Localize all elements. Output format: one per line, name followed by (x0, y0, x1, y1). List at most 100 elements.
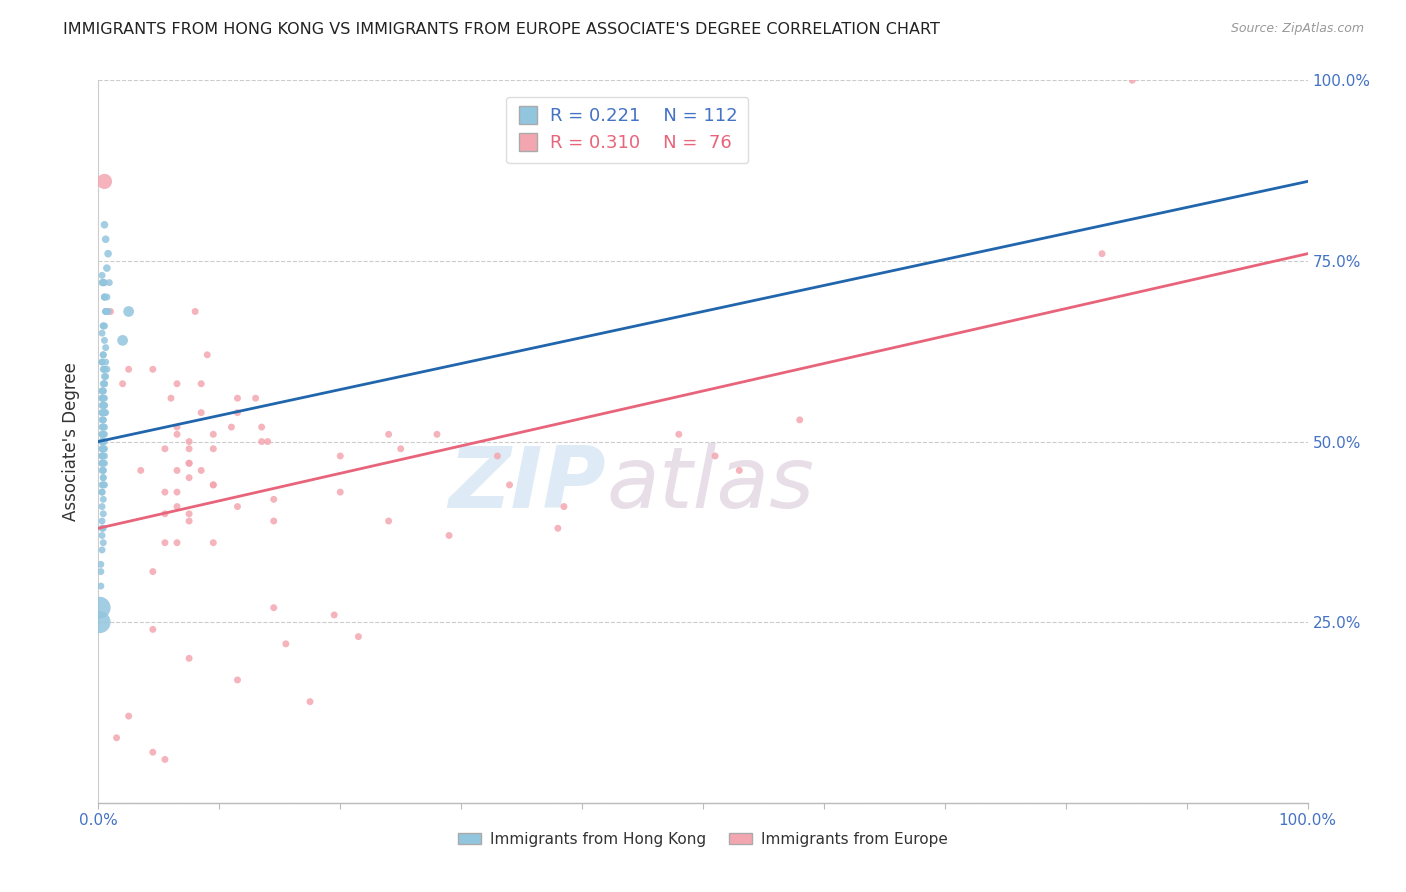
Point (93, 362, 115, 376)
Point (93, 456, 115, 470)
Point (100, 304, 122, 318)
Point (263, 600, 285, 615)
Point (250, 434, 273, 449)
Point (274, 637, 297, 651)
Point (668, 427, 690, 442)
Point (94, 355, 117, 369)
Point (96, 304, 118, 318)
Point (323, 607, 346, 622)
Point (89, 600, 111, 615)
Point (202, 442, 225, 456)
Point (91, 492, 114, 507)
Point (91, 326, 114, 340)
Point (91, 398, 114, 412)
Point (226, 500, 249, 514)
Point (91, 420, 114, 434)
Text: Source: ZipAtlas.com: Source: ZipAtlas.com (1230, 22, 1364, 36)
Point (166, 427, 188, 442)
Point (93, 478, 115, 492)
Point (93, 406, 115, 420)
Point (93, 276, 115, 290)
Point (94, 232, 117, 246)
Point (91, 442, 114, 456)
Point (98, 276, 121, 290)
Point (97, 246, 120, 260)
Point (377, 514, 399, 528)
Point (93, 174, 115, 188)
Point (91, 427, 114, 442)
Point (347, 630, 370, 644)
Point (91, 456, 114, 470)
Point (91, 398, 114, 412)
Point (166, 500, 188, 514)
Point (93, 362, 115, 376)
Point (91, 470, 114, 484)
Point (789, 413, 811, 427)
Point (91, 355, 114, 369)
Point (90, 565, 112, 579)
Point (91, 384, 114, 398)
Point (91, 485, 114, 500)
Point (91, 478, 114, 492)
Point (245, 391, 267, 405)
Point (93, 318, 115, 333)
Point (91, 391, 114, 405)
Point (91, 276, 114, 290)
Point (142, 362, 165, 376)
Point (91, 434, 114, 449)
Point (91, 348, 114, 362)
Point (166, 420, 188, 434)
Point (93, 334, 115, 348)
Point (179, 442, 201, 456)
Point (91, 406, 114, 420)
Point (91, 456, 114, 470)
Point (299, 695, 322, 709)
Point (90, 558, 112, 572)
Point (179, 470, 201, 484)
Point (94, 304, 117, 318)
Point (91, 442, 114, 456)
Point (91, 384, 114, 398)
Point (91, 449, 114, 463)
Point (93, 290, 115, 304)
Point (93, 376, 115, 391)
Point (94, 304, 117, 318)
Point (1121, 73, 1143, 87)
Point (166, 485, 188, 500)
Point (190, 463, 212, 477)
Point (97, 304, 120, 318)
Legend: Immigrants from Hong Kong, Immigrants from Europe: Immigrants from Hong Kong, Immigrants fr… (451, 826, 955, 853)
Point (93, 420, 115, 434)
Point (179, 456, 201, 470)
Point (553, 500, 575, 514)
Point (91, 276, 114, 290)
Point (250, 420, 273, 434)
Point (93, 449, 115, 463)
Point (94, 304, 117, 318)
Point (179, 514, 201, 528)
Point (142, 745, 165, 759)
Point (91, 318, 114, 333)
Point (91, 427, 114, 442)
Point (89, 615, 111, 630)
Point (91, 521, 114, 535)
Point (179, 456, 201, 470)
Point (91, 442, 114, 456)
Point (91, 413, 114, 427)
Point (91, 384, 114, 398)
Point (91, 507, 114, 521)
Point (153, 507, 176, 521)
Point (91, 449, 114, 463)
Point (190, 376, 212, 391)
Point (160, 391, 183, 405)
Point (1091, 246, 1114, 260)
Point (91, 434, 114, 449)
Point (190, 406, 212, 420)
Point (91, 420, 114, 434)
Point (547, 521, 569, 535)
Point (93, 427, 115, 442)
Point (166, 463, 188, 477)
Point (153, 442, 176, 456)
Point (91, 500, 114, 514)
Point (93, 391, 115, 405)
